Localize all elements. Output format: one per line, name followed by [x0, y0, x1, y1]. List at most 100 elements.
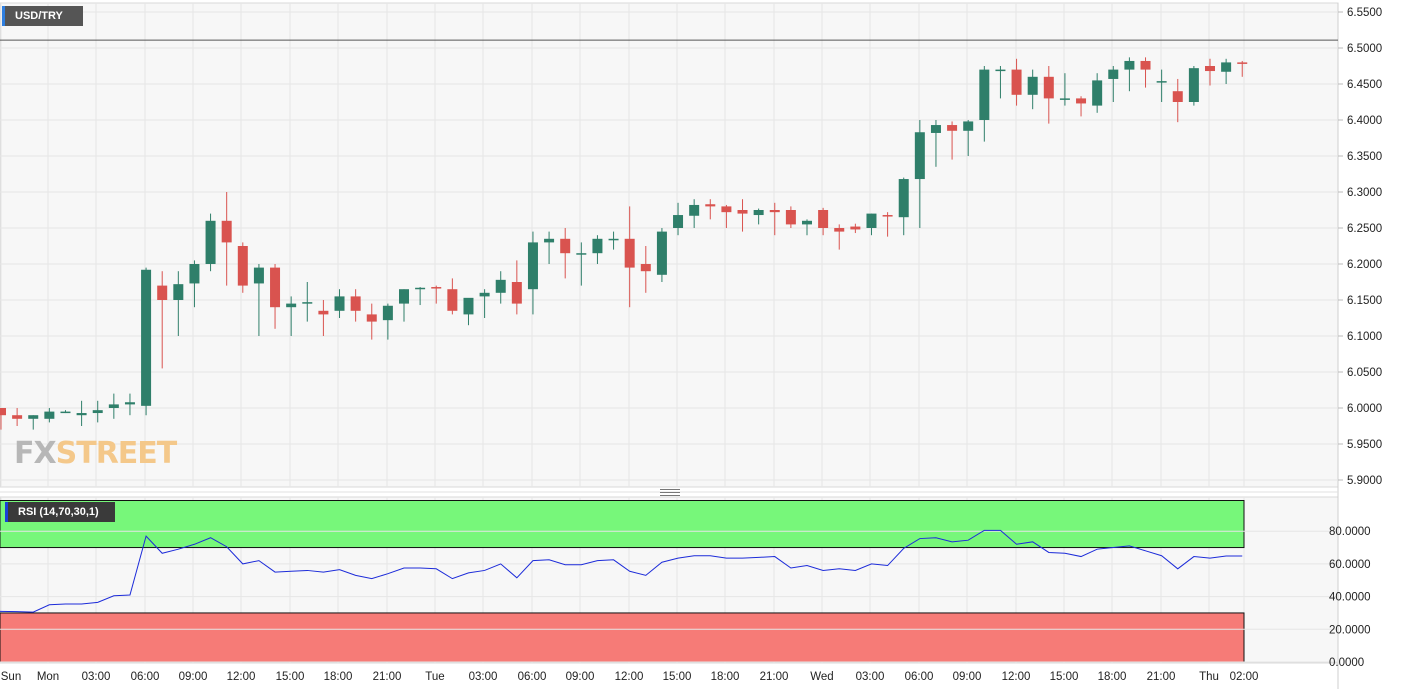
candle	[544, 231, 555, 264]
candle-body	[44, 411, 55, 419]
candle	[221, 192, 232, 286]
candle	[1108, 66, 1119, 102]
candle	[1188, 66, 1199, 106]
candle-body	[124, 402, 135, 405]
time-axis-label: 03:00	[856, 671, 885, 683]
candle-body	[834, 228, 845, 232]
time-axis-label: 15:00	[663, 671, 692, 683]
candle	[1124, 57, 1135, 92]
candle-body	[205, 220, 216, 264]
candle	[12, 408, 23, 426]
candle-body	[92, 410, 103, 414]
candle	[689, 199, 700, 228]
candle-body	[366, 314, 377, 322]
candle-body	[576, 253, 587, 255]
candle-body	[705, 204, 716, 207]
candle	[753, 208, 764, 225]
price-axis-label: 6.1000	[1347, 331, 1382, 343]
candle	[399, 289, 409, 322]
pane-resize-handle[interactable]	[660, 489, 680, 496]
rsi-axis-label: 20.0000	[1329, 624, 1371, 636]
candle-body	[1092, 80, 1103, 106]
candle	[527, 231, 538, 315]
candle-body	[1156, 81, 1167, 83]
candle-body	[270, 267, 281, 308]
price-pane-background	[0, 2, 1339, 488]
candle	[173, 271, 184, 336]
candle	[1059, 73, 1070, 106]
time-axis-label: 21:00	[760, 671, 789, 683]
price-axis-label: 6.2500	[1347, 223, 1382, 235]
candle-body	[318, 310, 329, 315]
candle	[608, 231, 619, 250]
price-axis-label: 6.3000	[1347, 187, 1382, 199]
time-axis-label: 02:00	[1230, 671, 1259, 683]
candle	[656, 228, 667, 282]
logo-fx: FX	[14, 436, 57, 471]
candle	[270, 264, 281, 329]
candle-body	[431, 287, 442, 289]
fxstreet-logo: FXSTREET	[14, 436, 177, 471]
candle	[963, 120, 974, 156]
candle	[108, 393, 119, 419]
candle-body	[1221, 62, 1232, 72]
candle	[1172, 78, 1183, 123]
candle-body	[544, 238, 555, 243]
candle	[769, 202, 780, 236]
candle-body	[76, 413, 87, 416]
candle-body	[350, 296, 361, 311]
candle	[947, 121, 958, 160]
candle	[141, 267, 152, 416]
candle	[802, 219, 812, 236]
candle	[576, 242, 587, 286]
candle-body	[1011, 69, 1022, 95]
candle-body	[157, 285, 168, 300]
candle-body	[866, 213, 877, 228]
time-axis-label: Thu	[1199, 671, 1219, 683]
time-axis-label: 18:00	[711, 671, 740, 683]
candle	[92, 400, 103, 423]
candle	[382, 303, 393, 340]
candle-body	[479, 292, 490, 297]
time-axis-label: Sun	[1, 671, 21, 683]
price-axis-label: 6.1500	[1347, 295, 1382, 307]
candle-body	[189, 264, 200, 284]
candle-body	[1124, 60, 1135, 70]
candle-body	[302, 302, 313, 304]
candle	[76, 400, 87, 426]
candle	[882, 212, 893, 237]
candle-body	[592, 238, 603, 254]
time-axis-label: 12:00	[615, 671, 644, 683]
candle-body	[382, 305, 393, 321]
candle	[157, 271, 168, 369]
time-axis-label: 06:00	[518, 671, 547, 683]
time-axis-label: Wed	[810, 671, 833, 683]
candle-body	[399, 289, 409, 304]
candle	[495, 271, 506, 304]
rsi-oversold-zone	[0, 612, 1245, 663]
candle	[979, 66, 990, 142]
candle-body	[108, 404, 119, 408]
candle-body	[511, 282, 522, 304]
time-axis-label: 21:00	[373, 671, 402, 683]
candle	[350, 289, 361, 322]
candle-body	[802, 220, 812, 225]
candle-body	[979, 69, 990, 120]
candle	[705, 199, 716, 220]
candle	[334, 289, 345, 318]
candle	[1043, 66, 1054, 124]
time-axis-label: 18:00	[324, 671, 353, 683]
candle	[511, 260, 522, 315]
candle-body	[914, 132, 925, 180]
candle	[1076, 96, 1087, 117]
price-axis-label: 6.4500	[1347, 79, 1382, 91]
candle	[0, 408, 6, 430]
rsi-overbought-zone	[0, 500, 1245, 549]
time-axis-label: 03:00	[469, 671, 498, 683]
candle	[1027, 69, 1038, 110]
candle-body	[1205, 66, 1215, 72]
price-axis-label: 6.3500	[1347, 151, 1382, 163]
candle-body	[995, 69, 1006, 72]
candle	[673, 202, 684, 236]
